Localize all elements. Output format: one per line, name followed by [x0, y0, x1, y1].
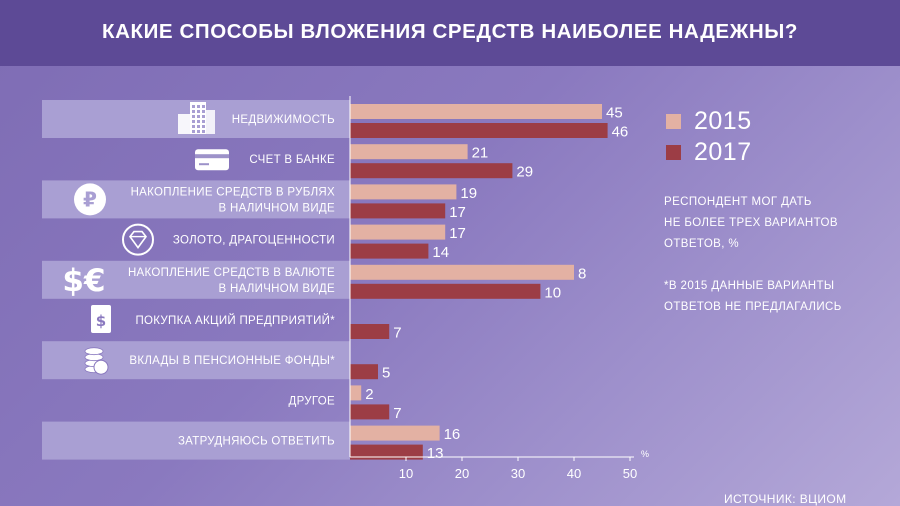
- legend-swatch-2017: [666, 145, 681, 160]
- category-band: [42, 421, 350, 460]
- dollar-euro-icon: $€: [62, 263, 105, 299]
- bar-2017: [350, 123, 608, 138]
- respondent-note: РЕСПОНДЕНТ МОГ ДАТЬ НЕ БОЛЕЕ ТРЕХ ВАРИАН…: [664, 192, 884, 255]
- bar-2017: [350, 404, 390, 420]
- category-label: НАКОПЛЕНИЕ СРЕДСТВ В РУБЛЯХ: [131, 186, 335, 198]
- category-label: ЗАТРУДНЯЮСЬ ОТВЕТИТЬ: [178, 436, 335, 448]
- note-line: НЕ БОЛЕЕ ТРЕХ ВАРИАНТОВ: [664, 217, 838, 229]
- ruble-coin-icon: ₽: [74, 183, 106, 216]
- svg-text:$€: $€: [62, 263, 105, 299]
- x-tick-label: 20: [455, 466, 469, 481]
- category-label: ДРУГОЕ: [288, 395, 335, 407]
- footnote: *В 2015 ДАННЫЕ ВАРИАНТЫ ОТВЕТОВ НЕ ПРЕДЛ…: [664, 276, 884, 318]
- category-label: НЕДВИЖИМОСТЬ: [232, 114, 335, 126]
- bar-2015: [350, 264, 574, 280]
- diamond-icon: [122, 223, 154, 256]
- buildings-icon: [178, 102, 215, 134]
- svg-text:$: $: [96, 312, 106, 330]
- data-label-2017: 29: [516, 164, 533, 181]
- note-line: ОТВЕТОВ НЕ ПРЕДЛАГАЛИСЬ: [664, 301, 842, 313]
- category-band: [42, 260, 350, 299]
- data-label-2017: 13: [427, 445, 444, 462]
- stock-document-icon: $: [91, 305, 111, 333]
- bar-2015: [350, 224, 446, 240]
- x-tick-label: 40: [567, 466, 581, 481]
- note-line: ОТВЕТОВ, %: [664, 238, 740, 250]
- legend-item-2015: 2015: [666, 106, 752, 137]
- bar-2017: [350, 283, 541, 299]
- legend-item-2017: 2017: [666, 137, 752, 168]
- bar-2015: [350, 144, 468, 160]
- bar-2015: [350, 184, 457, 200]
- category-label: В НАЛИЧНОМ ВИДЕ: [219, 202, 336, 214]
- bar-2015: [350, 385, 362, 401]
- category-label: ЗОЛОТО, ДРАГОЦЕННОСТИ: [173, 235, 335, 247]
- coin-stack-icon: [84, 347, 109, 375]
- bar-2017: [350, 444, 423, 460]
- chart-title: КАКИЕ СПОСОБЫ ВЛОЖЕНИЯ СРЕДСТВ НАИБОЛЕЕ …: [101, 20, 799, 43]
- category-label: В НАЛИЧНОМ ВИДЕ: [219, 283, 336, 295]
- data-label-2017: 14: [432, 244, 449, 261]
- legend: 2015 2017: [666, 106, 752, 168]
- bar-2017: [350, 163, 513, 179]
- legend-swatch-2015: [666, 114, 681, 129]
- data-label-2017: 10: [544, 284, 561, 301]
- x-tick-label: 30: [511, 466, 525, 481]
- data-label-2017: 7: [393, 405, 401, 422]
- bar-2017: [350, 364, 378, 380]
- category-label: НАКОПЛЕНИЕ СРЕДСТВ В ВАЛЮТЕ: [128, 267, 335, 279]
- bar-2017: [350, 243, 429, 259]
- bar-2015: [350, 425, 440, 441]
- data-label-2015: 21: [472, 145, 489, 162]
- svg-text:₽: ₽: [83, 187, 97, 211]
- bank-card-icon: [195, 149, 229, 171]
- data-label-2015: 16: [444, 426, 461, 443]
- data-label-2017: 46: [612, 124, 629, 141]
- category-label: СЧЕТ В БАНКЕ: [249, 154, 335, 166]
- bar-2015: [350, 104, 602, 119]
- category-label: ПОКУПКА АКЦИЙ ПРЕДПРИЯТИЙ*: [135, 314, 335, 327]
- x-tick-label: 50: [623, 466, 637, 481]
- title-bar: [0, 0, 900, 66]
- data-label-2017: 7: [393, 325, 401, 342]
- data-label-2015: 8: [578, 265, 586, 282]
- data-label-2015: 45: [606, 105, 623, 122]
- note-line: *В 2015 ДАННЫЕ ВАРИАНТЫ: [664, 280, 835, 292]
- x-unit-label: %: [641, 449, 649, 459]
- x-tick-label: 10: [399, 466, 413, 481]
- data-label-2015: 19: [460, 185, 477, 202]
- data-label-2017: 5: [382, 365, 390, 382]
- note-line: РЕСПОНДЕНТ МОГ ДАТЬ: [664, 196, 812, 208]
- legend-label-2015: 2015: [694, 107, 752, 135]
- data-label-2017: 17: [449, 204, 466, 221]
- data-label-2015: 2: [365, 386, 373, 403]
- legend-label-2017: 2017: [694, 138, 752, 166]
- source-label: ИСТОЧНИК: ВЦИОМ: [724, 492, 847, 506]
- bar-2017: [350, 203, 446, 219]
- category-label: ВКЛАДЫ В ПЕНСИОННЫЕ ФОНДЫ*: [129, 355, 335, 367]
- bar-2017: [350, 324, 390, 339]
- data-label-2015: 17: [449, 225, 466, 242]
